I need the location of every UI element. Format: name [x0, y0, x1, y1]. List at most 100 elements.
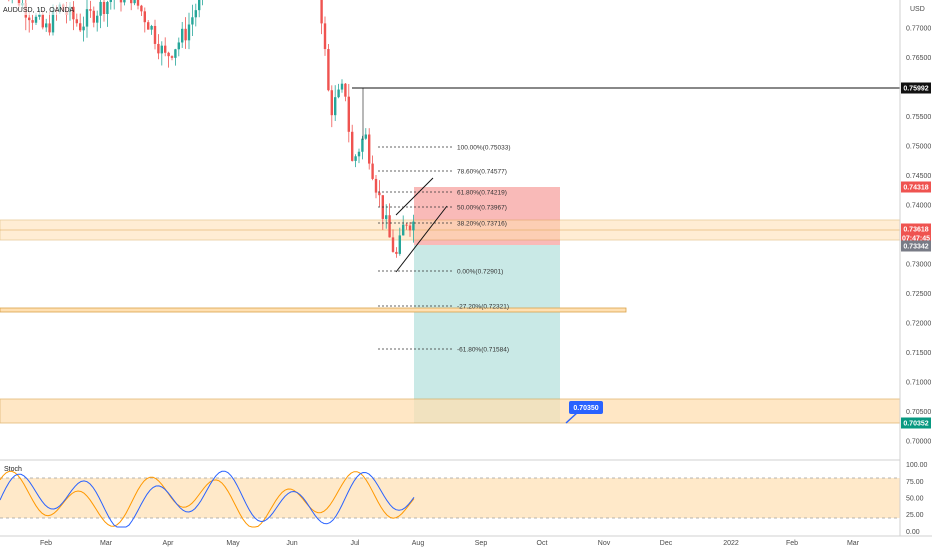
price-tick-label: 0.74000: [906, 203, 931, 210]
candle-body: [320, 0, 323, 24]
resistance-price-tag-bg: [901, 82, 931, 94]
price-tick-label: 0.77000: [906, 26, 931, 33]
candles: [8, 0, 415, 258]
candle-body: [395, 251, 398, 254]
target-callout[interactable]: 0.70350: [565, 401, 603, 424]
candle-body: [51, 10, 55, 33]
price-tick-label: 0.76500: [906, 55, 931, 62]
last-price-tag-bg: [901, 223, 931, 235]
time-tick-label: Sep: [475, 540, 488, 547]
price-tick-label: 0.75500: [906, 114, 931, 121]
candle-body: [140, 5, 143, 12]
candle-body: [194, 10, 197, 18]
stoch-tick-label: 0.00: [906, 529, 920, 536]
target-price-tag: 0.70352: [903, 421, 928, 428]
stoch-tick-label: 100.00: [906, 462, 928, 469]
candle-body: [181, 28, 184, 43]
take-profit-zone: [414, 245, 560, 423]
candle-body: [99, 1, 102, 16]
candle-body: [85, 9, 89, 27]
candle-body: [82, 26, 85, 31]
candle-body: [96, 15, 99, 23]
countdown-tag-bg: [901, 232, 931, 244]
stoch-tick-label: 50.00: [906, 496, 924, 503]
candle-body: [347, 96, 350, 132]
candle-body: [92, 10, 95, 23]
price-tick-label: 0.74500: [906, 173, 931, 180]
candle-body: [198, 0, 201, 11]
time-tick-label: Mar: [847, 540, 860, 547]
candle-body: [337, 89, 340, 98]
fib-label: 61.80%(0.74219): [457, 190, 507, 197]
price-tick-label: 0.73000: [906, 262, 931, 269]
candle-body: [354, 156, 357, 161]
time-tick-label: Mar: [100, 540, 113, 547]
channel-lower-line: [395, 205, 448, 273]
candle-body: [147, 22, 150, 30]
candle-body: [402, 224, 405, 236]
price-tick-label: 0.71500: [906, 350, 931, 357]
candle-body: [330, 90, 333, 116]
fib-label: 38.20%(0.73716): [457, 221, 507, 228]
time-axis[interactable]: Feb Mar Apr May Jun Jul Aug Sep Oct Nov Dec 2022 Feb…: [40, 540, 860, 547]
fib-label: -27.20%(0.72321): [457, 304, 509, 311]
price-axis[interactable]: 0.77000 0.76500 0.75500 0.75000 0.74500 0.740…: [906, 26, 931, 446]
candle-body: [187, 24, 191, 41]
candle-body: [412, 221, 415, 231]
candle-body: [106, 2, 109, 14]
candle-body: [48, 23, 51, 33]
stoch-tick-label: 25.00: [906, 512, 924, 519]
fib-label: -61.80%(0.71584): [457, 347, 509, 354]
time-tick-label: Apr: [163, 540, 175, 547]
time-tick-label: 2022: [723, 540, 739, 547]
candle-body: [177, 42, 180, 50]
fibonacci-levels: 100.00%(0.75033) 78.60%(0.74577) 61.80%(0.…: [378, 145, 511, 354]
stop-price-tag: 0.74318: [903, 185, 928, 192]
resistance-price-tag: 0.75992: [903, 86, 928, 93]
last-price-tag: 0.73618: [903, 227, 928, 234]
time-tick-label: Oct: [537, 540, 548, 547]
candle-body: [153, 25, 157, 44]
candle-body: [408, 225, 412, 231]
stoch-title: Stoch: [4, 466, 22, 473]
support-zone-1: [0, 307, 627, 313]
time-tick-label: Jul: [351, 540, 360, 547]
candle-body: [344, 83, 347, 97]
price-tick-label: 0.71000: [906, 380, 931, 387]
prev-price-tag: 0.73342: [903, 244, 928, 251]
symbol-title[interactable]: AUDUSD, 1D, OANDA: [3, 7, 75, 14]
time-tick-label: May: [226, 540, 240, 547]
candle-body: [157, 43, 160, 54]
candle-body: [160, 45, 163, 54]
candle-body: [164, 45, 167, 53]
candle-body: [174, 49, 177, 58]
fib-label: 0.00%(0.72901): [457, 269, 503, 276]
channel-upper-line: [395, 177, 434, 216]
candle-body: [75, 19, 78, 24]
candle-body: [361, 138, 364, 152]
svg-text:0.70350: 0.70350: [573, 405, 598, 412]
candle-body: [89, 9, 92, 11]
countdown-tag: 07:47:45: [902, 236, 930, 243]
candle-body: [364, 134, 367, 139]
candle-body: [79, 23, 82, 31]
candle-body: [45, 23, 48, 28]
candle-body: [378, 192, 381, 196]
support-zone-2: [0, 398, 901, 424]
candle-body: [388, 215, 391, 238]
candle-body: [38, 14, 41, 17]
candle-body: [351, 131, 354, 161]
candle-body: [405, 224, 408, 226]
prev-price-tag-bg: [901, 240, 931, 252]
candle-body: [109, 0, 112, 3]
candle-body: [374, 178, 378, 193]
candle-body: [371, 163, 374, 179]
time-tick-label: Nov: [598, 540, 611, 547]
candle-body: [327, 49, 330, 91]
fib-label: 78.60%(0.74577): [457, 169, 507, 176]
candle-body: [334, 97, 337, 116]
stoch-tick-label: 75.00: [906, 479, 924, 486]
target-price-tag-bg: [901, 417, 931, 429]
